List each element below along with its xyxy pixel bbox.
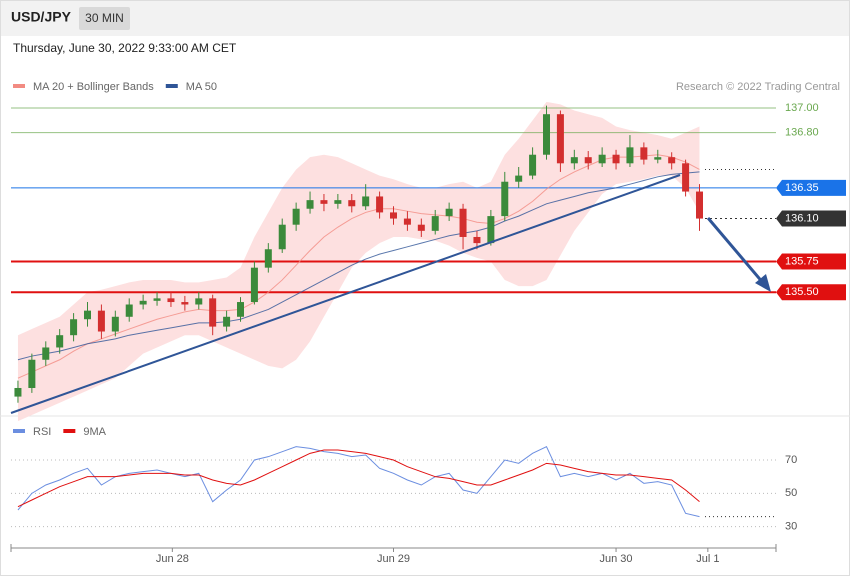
candle-body bbox=[42, 347, 50, 360]
candle-body bbox=[501, 181, 509, 217]
level-label: 135.75 bbox=[785, 255, 819, 267]
candle-body bbox=[223, 316, 231, 327]
legend-label: RSI bbox=[33, 426, 51, 438]
level-label: 135.50 bbox=[785, 286, 819, 298]
level-tag bbox=[776, 284, 846, 301]
candle-body bbox=[56, 335, 64, 348]
x-tick-label: Jun 28 bbox=[156, 553, 189, 565]
level-tag bbox=[776, 210, 846, 227]
candle-body bbox=[181, 302, 189, 305]
candle-body bbox=[278, 224, 286, 250]
candle-body bbox=[696, 191, 703, 219]
candle-body bbox=[445, 208, 453, 217]
candle-body bbox=[529, 154, 537, 176]
level-label: 136.80 bbox=[785, 127, 819, 139]
legend-label: MA 20 + Bollinger Bands bbox=[33, 81, 154, 93]
legend-swatch bbox=[63, 429, 76, 433]
x-tick-label: Jun 30 bbox=[600, 553, 633, 565]
bollinger-band bbox=[17, 101, 700, 422]
legend-label: 9MA bbox=[83, 426, 106, 438]
legend-swatch bbox=[13, 84, 25, 88]
candle-body bbox=[390, 212, 397, 219]
candle-body bbox=[417, 224, 425, 231]
candle-body bbox=[125, 304, 133, 317]
candle-body bbox=[570, 157, 578, 164]
candle-body bbox=[292, 208, 300, 225]
candle-body bbox=[626, 147, 634, 164]
candle-body bbox=[682, 163, 690, 192]
candle-body bbox=[320, 200, 328, 204]
y-tick-label: 30 bbox=[785, 521, 797, 533]
candle-body bbox=[431, 216, 439, 231]
level-label: 137.00 bbox=[785, 102, 819, 114]
forecast-arrow bbox=[706, 217, 766, 285]
moving-average bbox=[17, 154, 700, 379]
candle-body bbox=[348, 200, 356, 207]
level-tag bbox=[776, 253, 846, 270]
candle-body bbox=[237, 302, 244, 317]
candle-body bbox=[668, 157, 676, 164]
candle-body bbox=[598, 154, 606, 164]
date: Thursday, June 30, 2022 9:33:00 AM CET bbox=[13, 41, 237, 55]
candle-body bbox=[111, 316, 119, 332]
timeframe-button[interactable] bbox=[79, 7, 130, 30]
candle-body bbox=[250, 267, 258, 303]
rsi-line bbox=[17, 449, 700, 508]
candle-body bbox=[167, 298, 175, 303]
candle-body bbox=[28, 359, 36, 388]
candle-body bbox=[195, 298, 203, 305]
level-label: 136.10 bbox=[785, 212, 819, 224]
header-bar bbox=[0, 0, 850, 36]
title: USD/JPY bbox=[11, 9, 72, 25]
candle-body bbox=[473, 236, 481, 244]
candle-body bbox=[84, 310, 91, 320]
candle-body bbox=[612, 154, 620, 164]
candle-body bbox=[362, 196, 370, 207]
credit: Research © 2022 Trading Central bbox=[676, 81, 840, 93]
candle-body bbox=[70, 319, 78, 336]
x-tick-label: Jul 1 bbox=[696, 553, 719, 565]
moving-average bbox=[17, 171, 700, 361]
candle-body bbox=[376, 196, 384, 213]
candle-body bbox=[654, 157, 662, 160]
x-tick-label: Jun 29 bbox=[377, 553, 410, 565]
candle-body bbox=[153, 298, 161, 301]
candle-body bbox=[264, 249, 272, 268]
candle-body bbox=[584, 157, 592, 164]
candle-body bbox=[556, 114, 564, 164]
candle-body bbox=[97, 310, 105, 332]
candle-body bbox=[640, 147, 648, 160]
candle-body bbox=[334, 200, 342, 204]
rsi-line bbox=[17, 445, 700, 518]
trend-line bbox=[10, 174, 681, 414]
candle-body bbox=[543, 114, 550, 155]
level-label: 136.35 bbox=[785, 182, 819, 194]
timeframe[interactable]: 30 MIN bbox=[85, 11, 124, 25]
candle-body bbox=[209, 298, 217, 327]
legend-swatch bbox=[13, 429, 25, 433]
candle-body bbox=[515, 175, 523, 182]
candle-body bbox=[403, 218, 411, 225]
level-tag bbox=[776, 179, 846, 196]
legend-label: MA 50 bbox=[186, 81, 217, 93]
y-tick-label: 50 bbox=[785, 487, 797, 499]
candle-body bbox=[139, 300, 147, 305]
arrow-head bbox=[755, 274, 771, 292]
legend-swatch bbox=[165, 84, 178, 88]
candle-body bbox=[306, 200, 314, 209]
y-tick-label: 70 bbox=[785, 454, 797, 466]
candle-body bbox=[487, 216, 495, 244]
candle-body bbox=[14, 387, 22, 397]
candle-body bbox=[459, 208, 467, 237]
